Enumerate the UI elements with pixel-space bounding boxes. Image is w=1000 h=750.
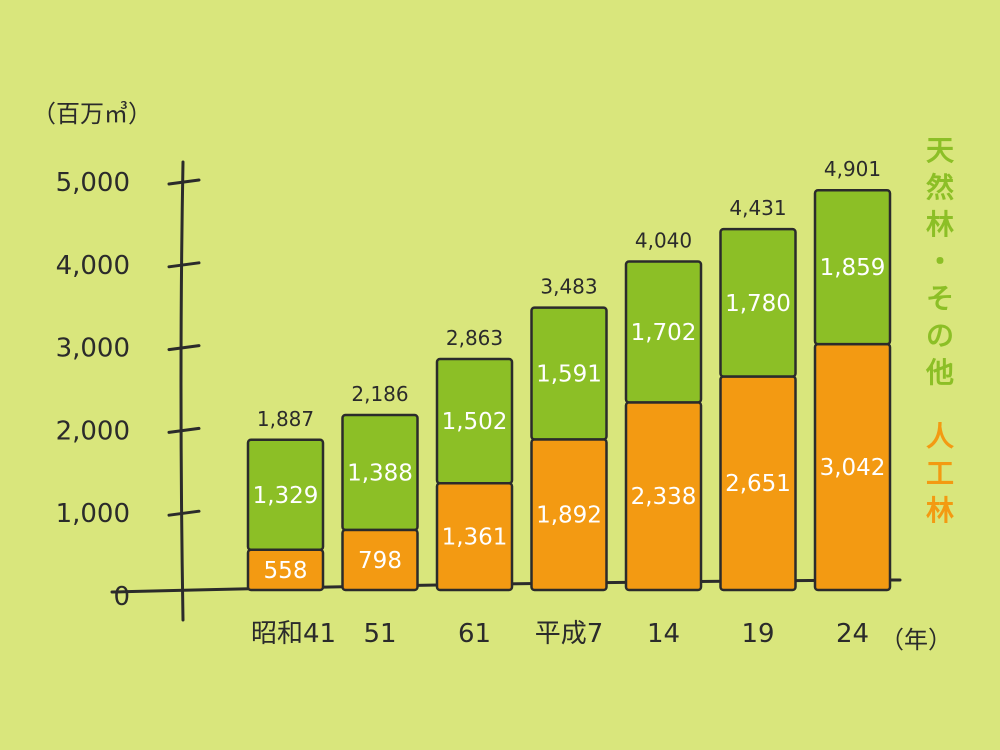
category-label-6: 24 bbox=[836, 619, 869, 649]
legend-natural-char-1: 然 bbox=[926, 171, 954, 204]
y-tick-1000 bbox=[167, 509, 201, 517]
y-tick-label-1000: 1,000 bbox=[56, 499, 130, 529]
y-tick-5000 bbox=[167, 178, 201, 186]
legend-planted-char-1: 工 bbox=[926, 457, 954, 490]
legend-natural-char-5: の bbox=[926, 319, 954, 352]
bar-natural-5 bbox=[719, 227, 797, 378]
value-label-planted-1: 798 bbox=[358, 548, 402, 574]
category-label-2: 61 bbox=[458, 619, 491, 649]
legend-natural-char-6: 他 bbox=[925, 356, 954, 389]
y-tick-2000 bbox=[167, 426, 201, 434]
total-label-6: 4,901 bbox=[824, 157, 881, 181]
bar-natural-3 bbox=[530, 306, 608, 441]
value-label-natural-3: 1,591 bbox=[536, 361, 602, 387]
total-label-5: 4,431 bbox=[729, 196, 786, 220]
value-label-natural-0: 1,329 bbox=[253, 483, 319, 509]
value-label-natural-4: 1,702 bbox=[631, 320, 697, 346]
bar-natural-4 bbox=[624, 260, 703, 404]
value-label-planted-4: 2,338 bbox=[631, 484, 697, 510]
y-axis-line bbox=[179, 160, 185, 622]
total-label-2: 2,863 bbox=[446, 326, 503, 350]
bar-natural-2 bbox=[435, 357, 514, 485]
value-label-planted-0: 558 bbox=[264, 558, 308, 584]
legend-planted: 人工林 bbox=[926, 420, 954, 527]
y-tick-label-3000: 3,000 bbox=[56, 334, 130, 364]
value-label-planted-3: 1,892 bbox=[536, 503, 602, 529]
x-unit-label: （年） bbox=[880, 626, 952, 654]
y-tick-label-4000: 4,000 bbox=[56, 251, 130, 281]
value-label-natural-5: 1,780 bbox=[725, 291, 791, 317]
category-label-4: 14 bbox=[647, 619, 680, 649]
legend-natural: 天然林・その他 bbox=[925, 134, 954, 389]
legend-planted-char-2: 林 bbox=[926, 494, 954, 527]
y-tick-4000 bbox=[167, 261, 201, 269]
bar-natural-1 bbox=[341, 413, 419, 532]
y-tick-label-2000: 2,000 bbox=[56, 416, 130, 446]
value-label-natural-1: 1,388 bbox=[347, 460, 413, 486]
value-label-planted-5: 2,651 bbox=[725, 471, 791, 497]
legend-natural-char-2: 林 bbox=[926, 208, 954, 241]
category-label-1: 51 bbox=[363, 619, 396, 649]
y-tick-label-0: 0 bbox=[113, 582, 130, 612]
value-label-natural-6: 1,859 bbox=[820, 255, 886, 281]
y-unit-label: （百万㎥） bbox=[32, 100, 152, 128]
bar-natural-6 bbox=[813, 188, 892, 346]
axes: 0 1,000 2,000 3,000 4,000 5,000 bbox=[56, 160, 902, 622]
category-label-3: 平成7 bbox=[535, 619, 604, 649]
value-label-natural-2: 1,502 bbox=[442, 409, 508, 435]
total-label-0: 1,887 bbox=[257, 407, 314, 431]
total-label-3: 3,483 bbox=[540, 275, 597, 299]
value-label-planted-2: 1,361 bbox=[442, 525, 508, 551]
labels: 558 1,329 1,887 昭和41 798 1,388 2,186 51 1,361 1,5… bbox=[251, 157, 885, 649]
legend-planted-char-0: 人 bbox=[926, 420, 954, 453]
bar-natural-0 bbox=[246, 438, 325, 552]
y-tick-3000 bbox=[167, 344, 201, 352]
y-tick-label-5000: 5,000 bbox=[56, 168, 130, 198]
legend-natural-char-0: 天 bbox=[926, 134, 954, 167]
total-label-4: 4,040 bbox=[635, 228, 692, 252]
legend-natural-char-4: そ bbox=[926, 282, 954, 315]
value-label-planted-6: 3,042 bbox=[820, 455, 886, 481]
total-label-1: 2,186 bbox=[351, 382, 408, 406]
category-label-5: 19 bbox=[741, 619, 774, 649]
bars bbox=[246, 188, 892, 592]
category-label-0: 昭和41 bbox=[251, 619, 336, 649]
legend-natural-char-3: ・ bbox=[926, 245, 954, 278]
